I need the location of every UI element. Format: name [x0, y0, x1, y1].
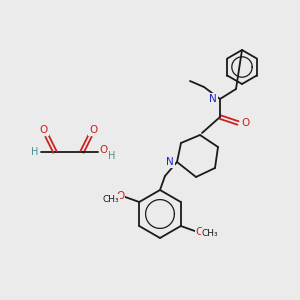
Text: O: O	[100, 145, 108, 155]
Text: N: N	[166, 157, 174, 167]
Text: O: O	[196, 227, 204, 237]
Text: H: H	[31, 147, 39, 157]
Text: O: O	[241, 118, 249, 128]
Text: O: O	[89, 125, 97, 135]
Text: N: N	[209, 94, 217, 104]
Text: O: O	[116, 191, 124, 201]
Text: H: H	[108, 151, 116, 161]
Text: CH₃: CH₃	[103, 194, 119, 203]
Text: O: O	[40, 125, 48, 135]
Text: CH₃: CH₃	[202, 229, 218, 238]
